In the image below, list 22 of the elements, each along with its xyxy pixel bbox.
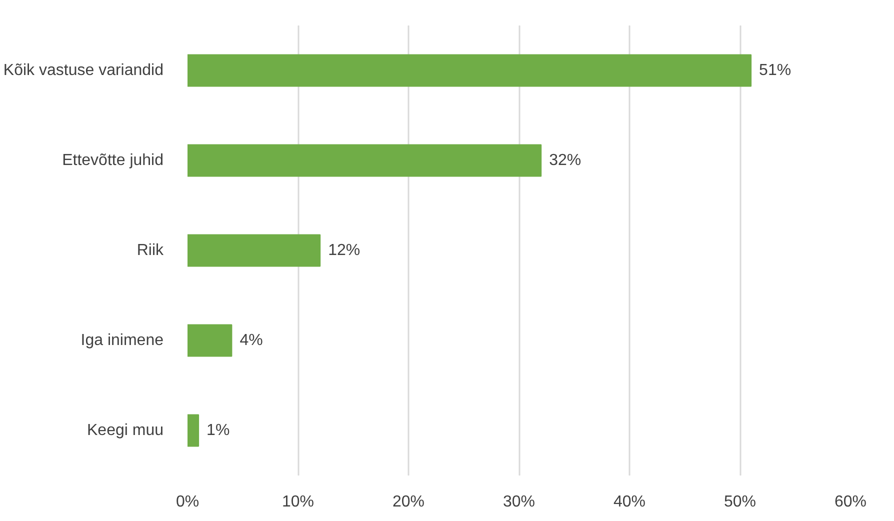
bar: [188, 144, 542, 177]
bar: [188, 54, 752, 87]
y-tick-label: Riik: [136, 242, 164, 259]
bar: [188, 234, 321, 267]
y-tick-label: Keegi muu: [87, 422, 164, 439]
x-tick-label: 20%: [392, 494, 425, 510]
data-label: 32%: [549, 152, 582, 169]
x-tick-label: 50%: [724, 494, 756, 510]
data-label: 51%: [759, 62, 792, 79]
bar: [188, 414, 200, 447]
data-label: 12%: [328, 242, 360, 259]
x-tick-label: 10%: [282, 494, 314, 510]
x-tick-label: 60%: [834, 494, 867, 510]
data-label: 4%: [240, 332, 263, 349]
x-tick-label: 30%: [502, 494, 536, 510]
y-tick-label: Ettevõtte juhid: [62, 152, 164, 169]
x-tick-label: 0%: [176, 494, 200, 510]
bar: [188, 324, 232, 357]
y-tick-label: Kõik vastuse variandid: [3, 62, 164, 79]
y-tick-label: Iga inimene: [80, 332, 164, 349]
data-label: 1%: [206, 422, 230, 439]
x-tick-label: 40%: [613, 494, 646, 510]
